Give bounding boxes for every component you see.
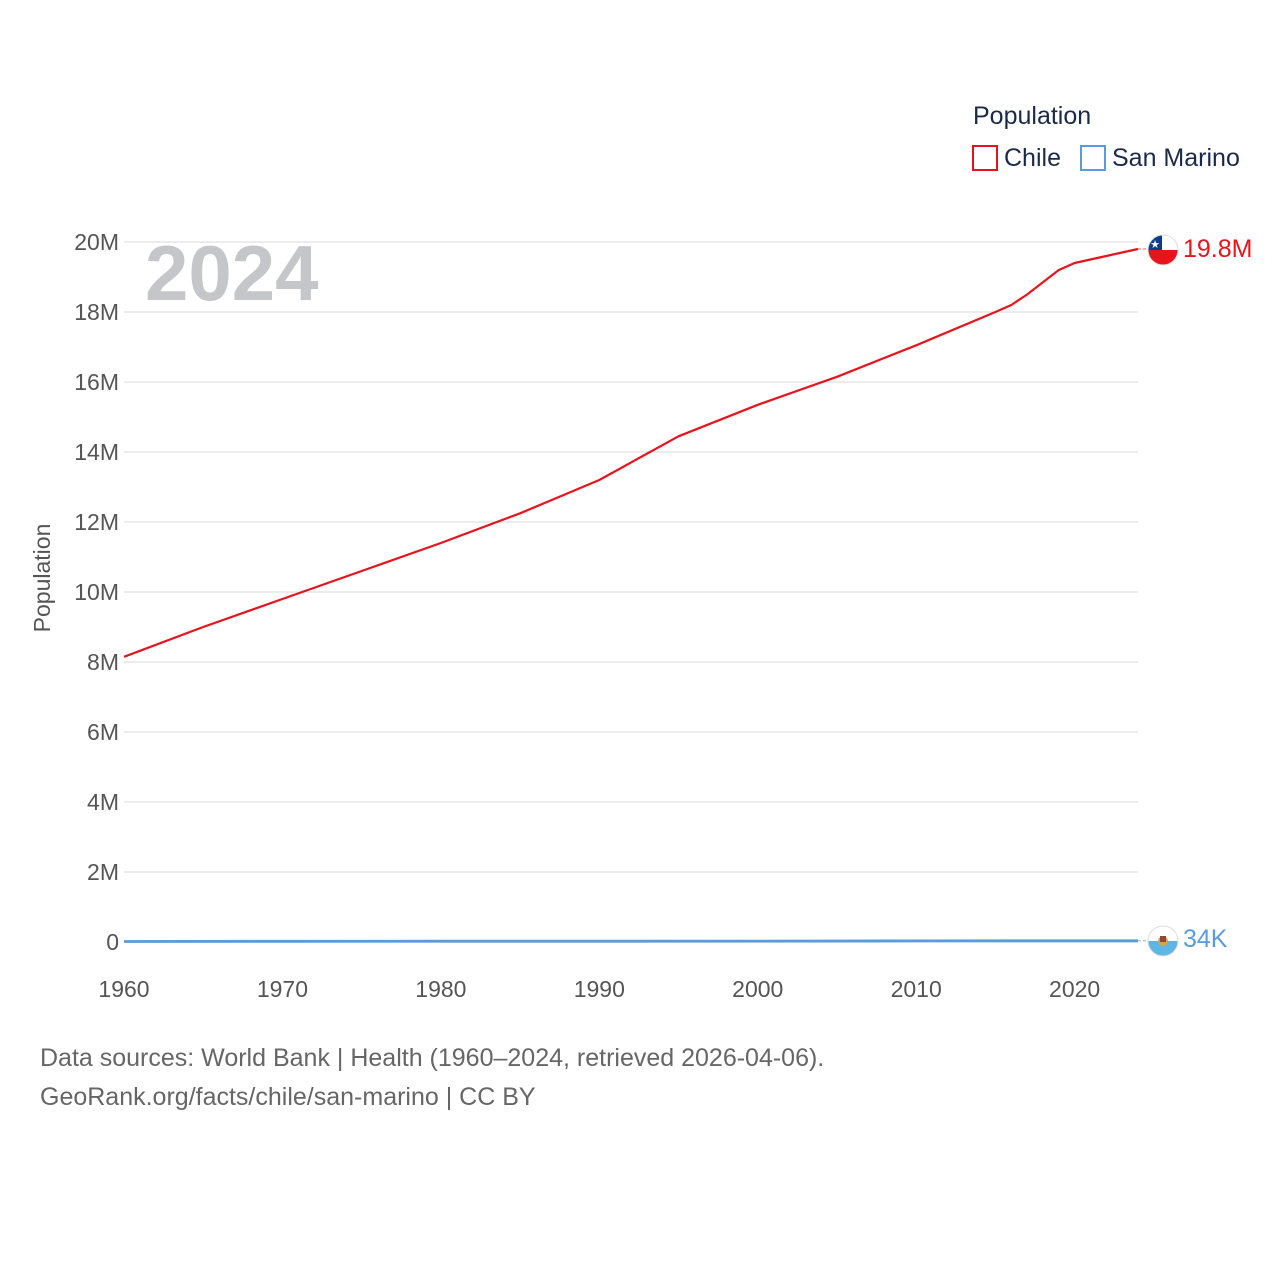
y-tick-label: 0 — [106, 929, 119, 955]
x-tick-label: 1980 — [415, 976, 466, 1002]
x-tick-label: 2020 — [1049, 976, 1100, 1002]
legend-title: Population — [973, 102, 1091, 130]
x-tick-label: 1970 — [257, 976, 308, 1002]
y-axis-label: Population — [29, 524, 55, 633]
legend: Population Chile San Marino — [972, 102, 1240, 172]
y-tick-label: 12M — [74, 509, 119, 535]
y-tick-label: 18M — [74, 299, 119, 325]
year-watermark: 2024 — [145, 229, 319, 317]
svg-text:★: ★ — [1150, 239, 1160, 251]
y-axis-ticks: 0 2M 4M 6M 8M 10M 12M 14M 16M 18M 20M — [74, 229, 119, 955]
x-tick-label: 2010 — [891, 976, 942, 1002]
san-marino-end-value: 34K — [1183, 925, 1228, 953]
chile-flag-icon: ★ — [1147, 234, 1179, 266]
legend-swatch-san-marino — [1080, 145, 1106, 171]
y-tick-label: 20M — [74, 229, 119, 255]
x-axis-ticks: 1960 1970 1980 1990 2000 2010 2020 — [98, 976, 1100, 1002]
grid-lines — [124, 241, 1138, 943]
legend-swatch-chile — [972, 145, 998, 171]
data-source-note: Data sources: World Bank | Health (1960–… — [40, 1044, 825, 1072]
series-line-chile[interactable] — [123, 247, 1139, 658]
series-line-san-marino[interactable] — [123, 939, 1138, 943]
y-tick-label: 4M — [87, 789, 119, 815]
x-tick-label: 1960 — [98, 976, 149, 1002]
y-tick-label: 10M — [74, 579, 119, 605]
legend-item-san-marino[interactable]: San Marino — [1080, 144, 1240, 172]
legend-label-san-marino: San Marino — [1112, 144, 1240, 172]
y-tick-label: 6M — [87, 719, 119, 745]
series-lines — [123, 247, 1148, 943]
chile-end-marker: ★ 19.8M — [1147, 234, 1252, 266]
legend-item-chile[interactable]: Chile — [972, 144, 1061, 172]
source-link[interactable]: GeoRank.org/facts/chile/san-marino | CC … — [40, 1083, 536, 1111]
x-tick-label: 1990 — [574, 976, 625, 1002]
y-tick-label: 2M — [87, 859, 119, 885]
san-marino-end-marker: 34K — [1147, 925, 1228, 957]
population-line-chart: 0 2M 4M 6M 8M 10M 12M 14M 16M 18M 20M 1960 1970 1980… — [29, 102, 1252, 1002]
x-tick-label: 2000 — [732, 976, 783, 1002]
y-tick-label: 8M — [87, 649, 119, 675]
y-tick-label: 16M — [74, 369, 119, 395]
y-tick-label: 14M — [74, 439, 119, 465]
chile-end-value: 19.8M — [1183, 235, 1252, 263]
san-marino-flag-icon — [1147, 925, 1179, 957]
legend-label-chile: Chile — [1004, 144, 1061, 172]
